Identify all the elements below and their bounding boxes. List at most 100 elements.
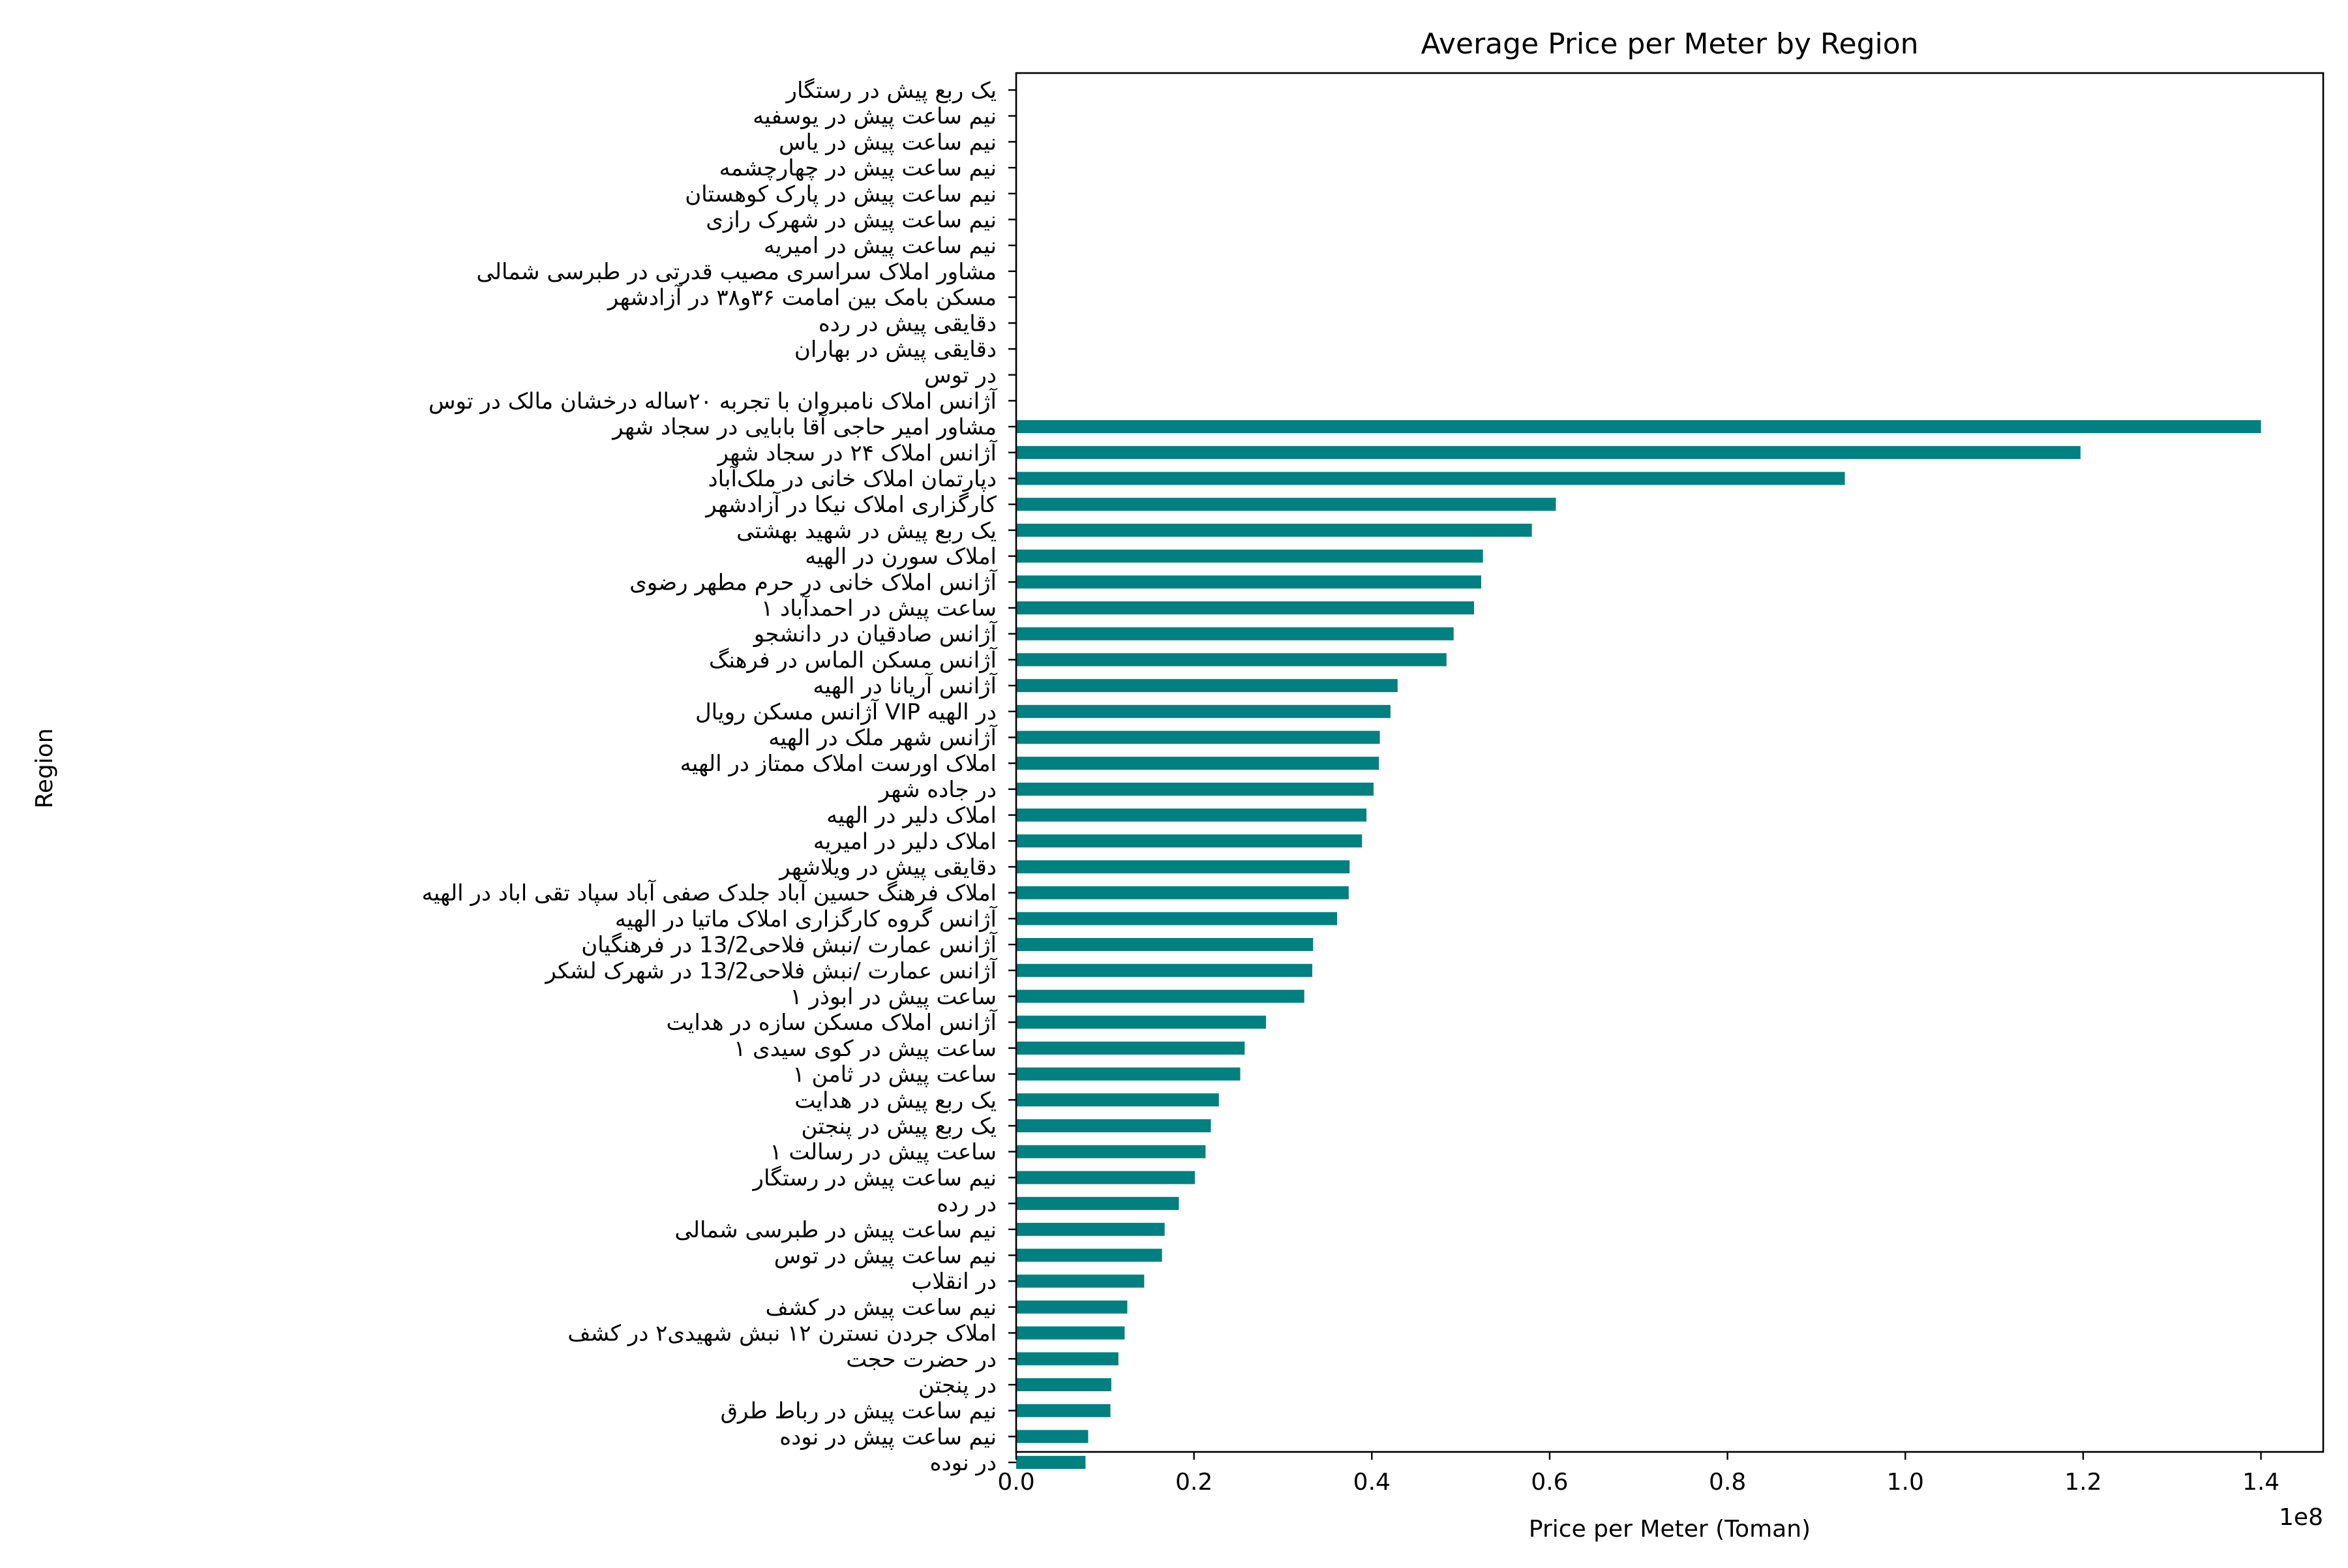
bar: [1016, 445, 2081, 459]
bar: [1016, 1093, 1219, 1107]
y-tick-label: در جاده شهر: [878, 777, 997, 803]
chart-title: Average Price per Meter by Region: [1421, 27, 1918, 61]
y-tick-label: آژانس املاک ۲۴ در سجاد شهر: [717, 440, 998, 466]
x-tick-label: 1.0: [1887, 1469, 1924, 1496]
bars-layer: [1016, 420, 2261, 1470]
bar: [1016, 1171, 1196, 1184]
bar: [1016, 1067, 1241, 1081]
y-tick-label: یک ربع پیش در هدایت: [794, 1087, 997, 1113]
y-tick-label: نیم ساعت پیش در امیریه: [764, 233, 997, 259]
y-tick-label: ۱ ساعت پیش در ابوذر: [790, 984, 997, 1010]
bar: [1016, 575, 1481, 589]
y-tick-label: در نوده: [930, 1450, 997, 1476]
y-tick-label: ۱ ساعت پیش در رسالت: [770, 1139, 997, 1166]
y-tick-label: دقایقی پیش در بهاران: [794, 337, 997, 363]
bar: [1016, 472, 1845, 485]
y-tick-label: آژانس گروه کارگزاری املاک ماتیا در الهیه: [615, 905, 998, 932]
bar: [1016, 420, 2261, 434]
y-tick-label: آژانس عمارت /نبش فلاحی13/2 در شهرک لشکر: [544, 957, 997, 984]
bar: [1016, 860, 1350, 873]
y-tick-label: آژانس املاک خانی در حرم مطهر رضوی: [629, 569, 997, 596]
x-tick-label: 0.6: [1531, 1469, 1568, 1496]
y-tick-label: آژانس مسکن الماس در فرهنگ: [709, 646, 998, 673]
y-tick-label: نیم ساعت پیش در توس: [774, 1243, 997, 1269]
bar: [1016, 1119, 1211, 1132]
bar: [1016, 989, 1304, 1003]
y-tick-label: در رده: [937, 1191, 997, 1217]
y-tick-label: آژانس آریانا در الهیه: [813, 672, 997, 699]
bar: [1016, 886, 1349, 899]
y-tick-label: نیم ساعت پیش در پارک کوهستان: [685, 181, 997, 207]
bar: [1016, 1041, 1245, 1055]
y-tick-label: آژانس عمارت /نبش فلاحی13/2 در فرهنگیان: [581, 931, 997, 958]
y-tick-label: در پنجتن: [918, 1372, 997, 1398]
bar: [1016, 704, 1391, 718]
x-tick-label: 0.4: [1353, 1469, 1391, 1496]
x-tick-label: 1.4: [2242, 1469, 2280, 1496]
bar: [1016, 1378, 1111, 1391]
y-tick-label: املاک دلیر در امیریه: [813, 828, 997, 854]
y-axis-label: Region: [31, 728, 58, 808]
bar: [1016, 1248, 1162, 1262]
y-tick-label: ۱ ساعت پیش در احمدآباد: [761, 595, 997, 622]
y-tick-label: آژانس شهر ملک در الهیه: [768, 725, 997, 751]
bar: [1016, 653, 1447, 667]
bar: [1016, 1404, 1111, 1417]
y-tick-label: املاک دلیر در الهیه: [826, 803, 997, 829]
bar: [1016, 498, 1556, 511]
y-tick-label: یک ربع پیش در پنجتن: [801, 1113, 997, 1139]
bar: [1016, 679, 1398, 693]
bar: [1016, 1326, 1125, 1340]
x-tick-label: 1.2: [2064, 1469, 2101, 1496]
bar: [1016, 1274, 1145, 1288]
bar: [1016, 1016, 1267, 1029]
bar: [1016, 1222, 1165, 1236]
y-tick-label: مشاور املاک سراسری مصیب قدرتی در طبرسی ش…: [476, 259, 997, 285]
y-tick-label: در حضرت حجت: [846, 1346, 997, 1372]
y-tick-label: املاک جردن نسترن ۱۲ نبش شهیدی۲ در کشف: [567, 1321, 997, 1347]
y-tick-label: نیم ساعت پیش در یاس: [779, 129, 997, 155]
y-tick-label: در انقلاب: [911, 1269, 997, 1295]
y-tick-label: آژانس مسکن رویال VIP در الهیه: [695, 699, 997, 725]
bar: [1016, 549, 1483, 563]
bar: [1016, 963, 1312, 977]
y-tick-label: نیم ساعت پیش در یوسفیه: [753, 104, 997, 130]
x-axis-ticks: 0.0 0.2 0.4 0.6 0.8 1.0 1.2 1.4: [997, 1452, 2280, 1496]
y-tick-label: یک ربع پیش در رستگار: [785, 78, 997, 104]
y-tick-label: نیم ساعت پیش در رستگار: [752, 1165, 997, 1191]
bar: [1016, 1430, 1089, 1443]
y-tick-label: در توس: [924, 363, 997, 389]
x-tick-label: 0.2: [1175, 1469, 1212, 1496]
bar: [1016, 1300, 1128, 1314]
y-tick-label: یک ربع پیش در شهید بهشتی: [736, 518, 997, 544]
y-tick-label: دقایقی پیش در ویلاشهر: [778, 854, 997, 881]
x-axis-offset-text: 1e8: [2279, 1504, 2323, 1531]
y-tick-label: نیم ساعت پیش در طبرسی شمالی: [674, 1217, 997, 1243]
bar: [1016, 912, 1338, 926]
x-axis-label: Price per Meter (Toman): [1529, 1516, 1811, 1543]
bar: [1016, 938, 1314, 952]
bar: [1016, 627, 1454, 641]
y-tick-label: نیم ساعت پیش در نوده: [779, 1424, 997, 1450]
bar: [1016, 1197, 1179, 1211]
y-tick-label: مشاور امیر حاجی آقا بابایی در سجاد شهر: [611, 414, 997, 440]
plot-frame: [1015, 72, 2325, 1453]
bar: [1016, 834, 1362, 848]
y-tick-label: نیم ساعت پیش در شهرک رازی: [706, 207, 997, 234]
bar: [1016, 1456, 1086, 1470]
y-tick-label: دقایقی پیش در رده: [819, 310, 997, 337]
y-tick-label: نیم ساعت پیش در چهارچشمه: [719, 155, 997, 181]
y-tick-label: نیم ساعت پیش در کشف: [766, 1295, 997, 1321]
bar: [1016, 1145, 1206, 1158]
bar: [1016, 757, 1379, 770]
bar: [1016, 1352, 1119, 1366]
y-tick-label: املاک سورن در الهیه: [805, 544, 997, 570]
y-tick-label: نیم ساعت پیش در رباط طرق: [721, 1398, 997, 1425]
x-tick-label: 0.0: [997, 1469, 1034, 1496]
bar: [1016, 523, 1532, 537]
y-tick-label: کارگزاری املاک نیکا در آزادشهر: [704, 491, 997, 518]
y-tick-label: ۱ ساعت پیش در ثامن: [792, 1062, 997, 1088]
